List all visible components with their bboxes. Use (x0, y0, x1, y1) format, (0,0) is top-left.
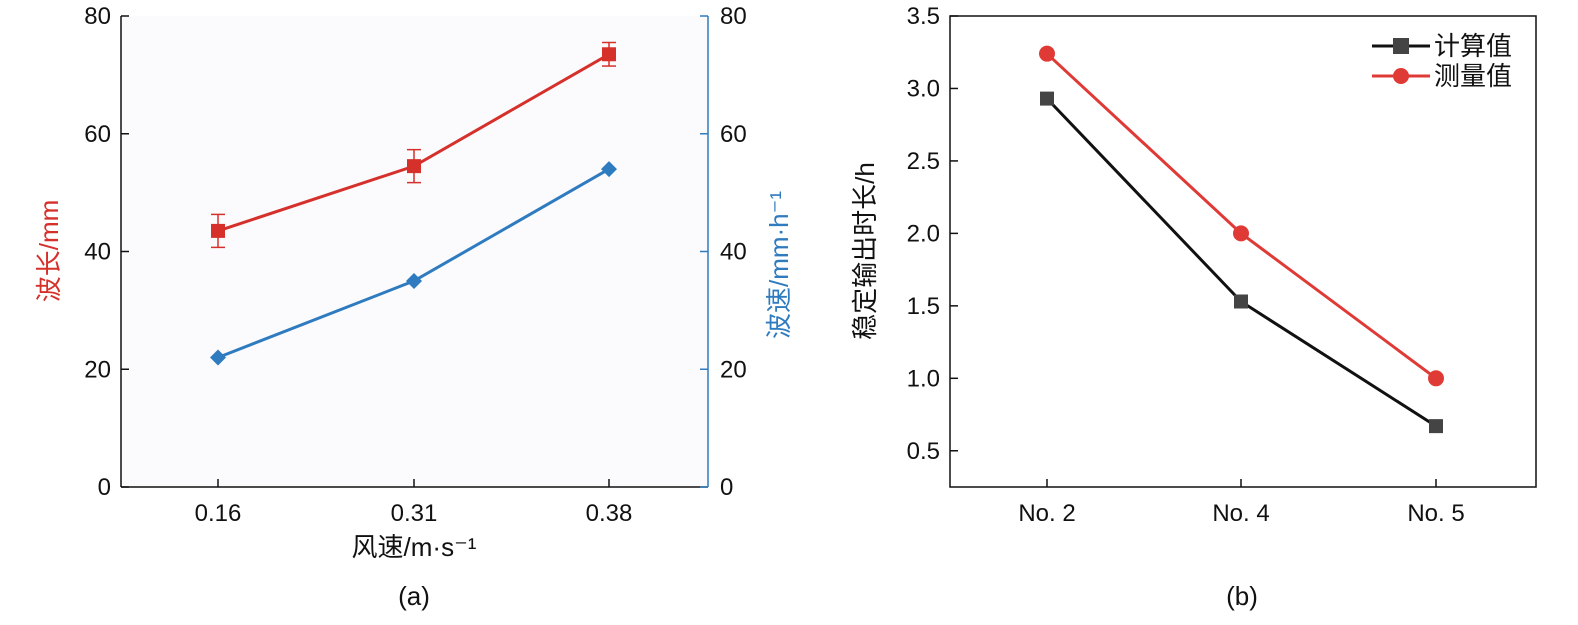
panel-a-plot-area (121, 16, 708, 487)
b-y-tick-label: 0.5 (907, 438, 940, 465)
b-x-tick-label: No. 5 (1407, 500, 1464, 527)
legend-square-marker (1393, 38, 1409, 54)
panel-a-series (210, 41, 617, 366)
a-series-0-point (211, 223, 225, 238)
a-series-1-point (210, 349, 226, 366)
a-x-tick-label: 0.31 (391, 500, 438, 527)
b-series-0-point (1429, 419, 1443, 434)
b-y-tick-label: 1.0 (907, 365, 940, 392)
b-series-1-point (1039, 45, 1055, 62)
a-left-tick-label: 80 (84, 3, 111, 30)
b-y-tick-label: 3.0 (907, 75, 940, 102)
legend-item-calculated: 计算值 (1372, 31, 1512, 61)
a-right-tick-label: 40 (720, 239, 747, 266)
panel-a-left-axis-title: 波长/mm (34, 200, 64, 303)
panel-a-tick-labels: 0 20 40 60 80 0 20 40 60 80 0.16 0.31 0.38 (84, 3, 746, 527)
b-y-tick-label: 2.5 (907, 148, 940, 175)
b-x-tick-label: No. 2 (1018, 500, 1075, 527)
legend-label-calculated: 计算值 (1434, 31, 1512, 61)
panel-b: 0.5 1.0 1.5 2.0 2.5 3.0 3.5 No. 2 No. 4 No. 5 稳定输… (850, 3, 1537, 611)
panel-a-ticks (121, 15, 708, 488)
b-series-1-point (1428, 370, 1444, 387)
legend-item-measured: 测量值 (1372, 61, 1512, 91)
panel-a: 0 20 40 60 80 0 20 40 60 80 0.16 0.31 0.38 波长/mm 波速/… (34, 3, 794, 611)
panel-a-label: (a) (398, 581, 430, 611)
a-x-tick-label: 0.38 (586, 500, 633, 527)
a-series-0-point (407, 159, 421, 174)
panel-b-label: (b) (1226, 581, 1258, 611)
b-series-1-point (1233, 225, 1249, 242)
a-series-1-point (406, 272, 422, 289)
panel-a-x-axis-title: 风速/m·s⁻¹ (352, 532, 477, 562)
panel-b-legend: 计算值 测量值 (1372, 31, 1512, 91)
a-left-tick-label: 60 (84, 121, 111, 148)
b-series-0-point (1234, 294, 1248, 309)
a-x-tick-label: 0.16 (195, 500, 242, 527)
a-right-tick-label: 0 (720, 474, 733, 501)
b-y-tick-label: 3.5 (907, 3, 940, 30)
panel-b-ticks (950, 15, 1437, 487)
b-x-tick-label: No. 4 (1212, 500, 1269, 527)
a-series-1-point (601, 161, 617, 178)
panel-b-y-axis-title: 稳定输出时长/h (850, 162, 880, 340)
a-left-tick-label: 20 (84, 356, 111, 383)
panel-b-tick-labels: 0.5 1.0 1.5 2.0 2.5 3.0 3.5 No. 2 No. 4 No. 5 (907, 3, 1465, 527)
a-right-tick-label: 20 (720, 356, 747, 383)
a-series-0-point (602, 47, 616, 62)
panel-a-right-axis-title: 波速/mm·h⁻¹ (764, 191, 794, 339)
a-left-tick-label: 0 (98, 474, 111, 501)
a-left-tick-label: 40 (84, 239, 111, 266)
b-y-tick-label: 1.5 (907, 293, 940, 320)
legend-circle-marker (1393, 68, 1409, 84)
a-right-tick-label: 80 (720, 3, 747, 30)
a-right-tick-label: 60 (720, 121, 747, 148)
legend-label-measured: 测量值 (1434, 61, 1512, 91)
panel-b-series (1039, 45, 1444, 434)
b-y-tick-label: 2.0 (907, 220, 940, 247)
b-series-0-point (1040, 91, 1054, 106)
